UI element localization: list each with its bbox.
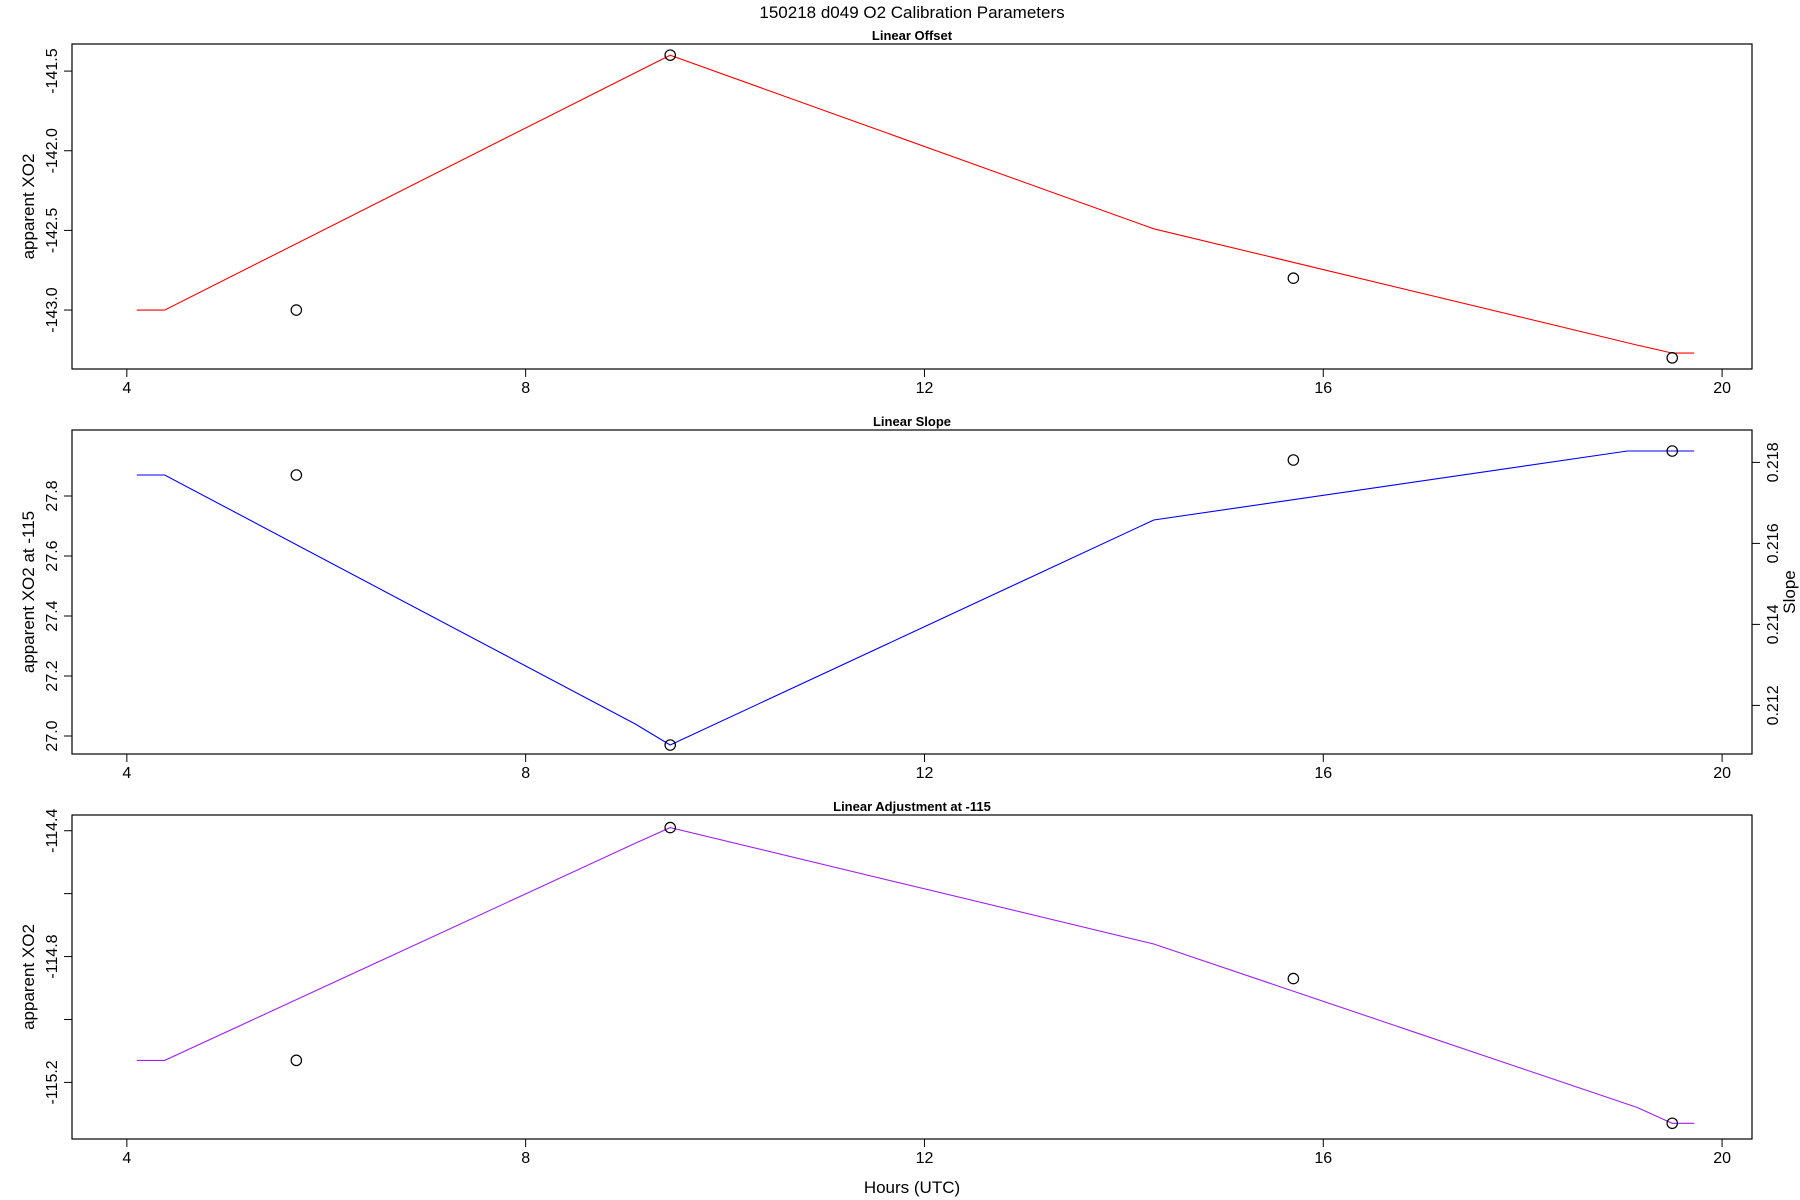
x-tick-label: 16 [1314, 765, 1332, 782]
y-tick-label: 27.4 [44, 600, 61, 631]
series-line [136, 450, 1695, 746]
panel-adjustment: Linear Adjustment at -115 4 8 12 16 20 -115.2 -… [19, 799, 1753, 1167]
series-line [136, 827, 1695, 1124]
x-tick-label: 8 [521, 765, 530, 782]
plot-frame [71, 814, 1753, 1140]
y-tick-label: -114.8 [44, 934, 61, 978]
y-tick-label: 27.2 [44, 660, 61, 691]
data-point [1287, 454, 1300, 466]
data-point [664, 49, 677, 61]
data-point [290, 469, 303, 481]
y-axis-label: apparent XO2 at -115 [19, 511, 38, 673]
x-tick-label: 20 [1713, 380, 1731, 397]
data-point [1287, 272, 1300, 284]
plot-frame [71, 429, 1753, 755]
y-tick-label: -142.0 [44, 128, 61, 173]
x-tick-label: 8 [521, 380, 530, 397]
data-point [1666, 445, 1679, 457]
x-tick-label: 16 [1314, 1150, 1332, 1167]
right-y-tick-label: 0.216 [1765, 523, 1782, 563]
x-tick-label: 20 [1713, 765, 1731, 782]
right-y-tick-label: 0.218 [1765, 442, 1782, 482]
panel-offset: Linear Offset 4 8 12 16 20 -143.0 -142.5 -142.0 -… [19, 28, 1753, 397]
right-y-tick-label: 0.214 [1765, 604, 1782, 644]
data-point [664, 821, 677, 834]
x-tick-label: 4 [122, 1150, 131, 1167]
y-tick-label: 27.8 [44, 480, 61, 511]
x-tick-label: 12 [916, 380, 934, 397]
y-tick-label: -143.0 [44, 287, 61, 332]
panel-title: Linear Slope [873, 414, 951, 429]
y-tick-label: -115.2 [44, 1060, 61, 1104]
data-point [290, 1054, 303, 1067]
figure-title: 150218 d049 O2 Calibration Parameters [759, 3, 1064, 22]
y-tick-label: -142.5 [44, 208, 61, 253]
right-y-tick-label: 0.212 [1765, 685, 1782, 725]
panel-slope: Linear Slope 4 8 12 16 20 27.0 27.2 27.4 27.6 27.8… [19, 414, 1799, 782]
y-axis-label: apparent XO2 [19, 154, 38, 260]
x-tick-label: 4 [122, 765, 131, 782]
x-tick-label: 12 [916, 1150, 934, 1167]
x-tick-label: 16 [1314, 380, 1332, 397]
data-point [664, 739, 677, 751]
data-point [1287, 972, 1300, 985]
data-point [1666, 352, 1679, 364]
panel-title: Linear Offset [872, 28, 953, 43]
y-axis-label: apparent XO2 [19, 924, 38, 1030]
x-tick-label: 4 [122, 380, 131, 397]
y-tick-label: 27.0 [44, 720, 61, 751]
y-tick-label: -141.5 [44, 48, 61, 93]
x-tick-label: 8 [521, 1150, 530, 1167]
y-tick-label: 27.6 [44, 540, 61, 571]
x-tick-label: 20 [1713, 1150, 1731, 1167]
data-point [290, 304, 303, 316]
right-y-axis-label: Slope [1780, 570, 1799, 613]
x-tick-label: 12 [916, 765, 934, 782]
plot-frame [71, 43, 1753, 370]
panel-title: Linear Adjustment at -115 [833, 799, 991, 814]
data-point [1666, 1117, 1679, 1130]
series-line [136, 54, 1695, 354]
x-axis-label: Hours (UTC) [864, 1178, 960, 1197]
y-tick-label: -114.4 [44, 809, 61, 853]
